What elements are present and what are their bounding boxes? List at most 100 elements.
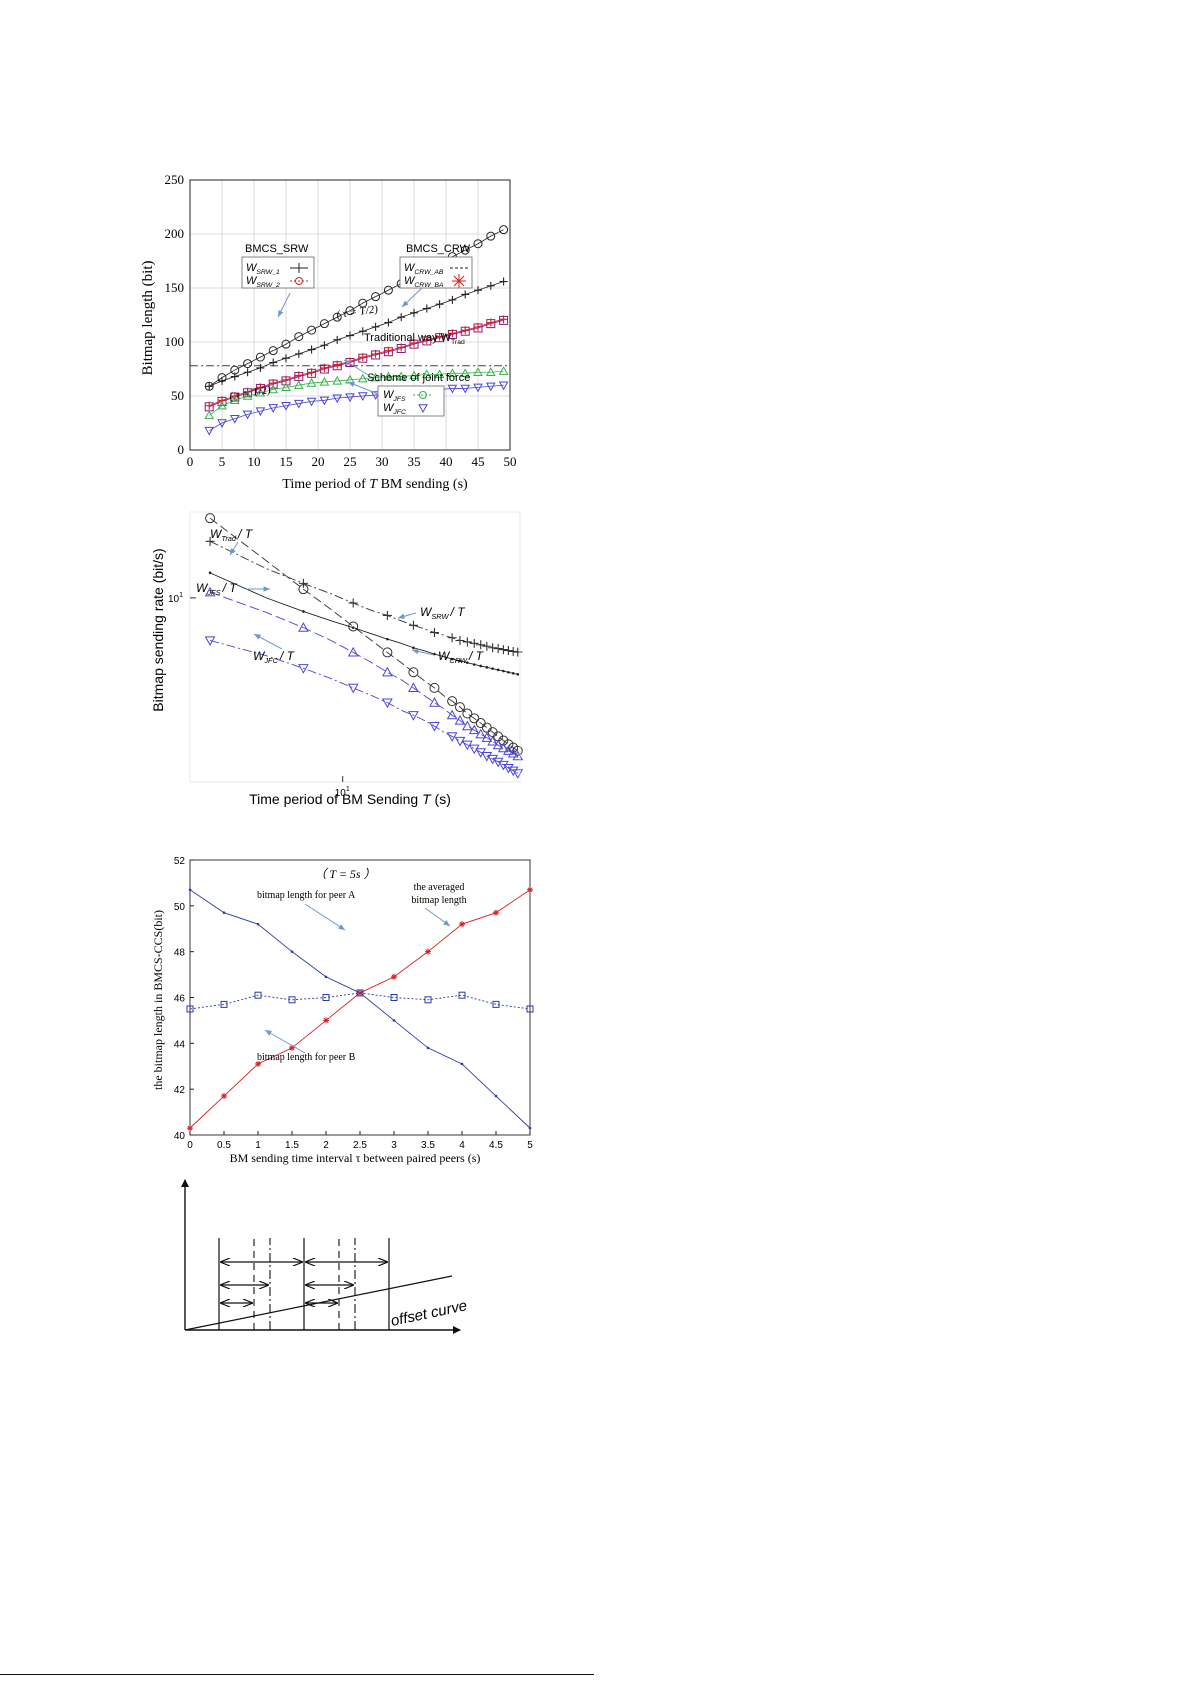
legend-item-srw-2: WSRW_2 xyxy=(246,275,280,289)
x-tick-label: 30 xyxy=(376,454,389,469)
data-point xyxy=(508,646,518,656)
data-point xyxy=(382,647,393,658)
arrow-peer-a-head xyxy=(338,924,345,930)
data-point xyxy=(383,371,394,381)
y-tick-label: 50 xyxy=(171,388,184,403)
data-point xyxy=(469,638,479,648)
data-point xyxy=(513,647,523,657)
data-point xyxy=(460,384,471,394)
data-point xyxy=(306,397,317,407)
x-tick-label: 15 xyxy=(280,454,293,469)
data-point xyxy=(527,886,533,893)
data-point xyxy=(468,724,480,735)
legend-title-srw: BMCS_SRW xyxy=(245,243,309,255)
data-point xyxy=(346,331,354,340)
data-point xyxy=(204,426,215,436)
data-point xyxy=(426,1046,430,1050)
data-point xyxy=(255,407,266,417)
data-point xyxy=(447,633,457,643)
offset-timing-diagram: offset curve xyxy=(181,1179,469,1334)
data-point xyxy=(243,368,252,377)
data-point xyxy=(488,643,498,653)
data-point xyxy=(493,644,503,654)
y-tick-label: 101 xyxy=(168,592,183,605)
data-point xyxy=(288,996,296,1004)
data-point xyxy=(458,659,462,663)
label-srw: WSRW / T xyxy=(420,605,466,621)
x-tick-label: 45 xyxy=(472,454,485,469)
label-jfc: WJFC / T xyxy=(253,649,296,665)
data-point xyxy=(485,367,496,376)
legend-item-crw-ba: WCRW_BA xyxy=(404,275,444,289)
data-point xyxy=(408,667,419,678)
data-point xyxy=(294,349,303,358)
legend-item-jfc: WJFC xyxy=(383,402,406,416)
data-point xyxy=(466,661,469,664)
data-point xyxy=(204,636,216,647)
data-point xyxy=(493,909,499,916)
data-point xyxy=(348,598,358,608)
data-point xyxy=(528,1126,532,1130)
data-point xyxy=(446,732,458,742)
data-point xyxy=(357,392,368,402)
data-point xyxy=(281,339,291,349)
data-point xyxy=(409,370,419,380)
data-point xyxy=(397,313,406,322)
data-point xyxy=(319,396,330,406)
data-point xyxy=(498,381,509,391)
data-point xyxy=(217,373,227,383)
data-point xyxy=(475,728,487,739)
data-point xyxy=(492,1000,500,1008)
data-point xyxy=(332,375,343,385)
annotation-peer-b: bitmap length for peer B xyxy=(257,1052,356,1063)
data-point xyxy=(418,404,428,414)
data-point xyxy=(222,911,226,915)
data-point xyxy=(512,745,523,756)
series-w_srw_2 xyxy=(208,229,504,387)
x-axis-label: BM sending time interval τ between paire… xyxy=(230,1151,481,1165)
data-point xyxy=(462,637,472,647)
data-point xyxy=(298,578,308,588)
data-point xyxy=(472,663,476,666)
data-point xyxy=(357,373,368,383)
data-point xyxy=(410,339,418,348)
data-point xyxy=(434,369,445,379)
data-point xyxy=(256,922,260,926)
data-point xyxy=(512,769,524,779)
data-point xyxy=(384,318,393,327)
x-tick-label: 3.5 xyxy=(421,1140,435,1151)
data-point xyxy=(481,732,493,742)
bitmap-length-chart: 0 5 10 15 20 25 30 35 40 45 50 0 50 100 150 200 250 BMCS… xyxy=(140,172,517,492)
series-w_srw_1 xyxy=(209,281,504,387)
data-point xyxy=(333,360,342,369)
data-point xyxy=(448,329,457,338)
data-point xyxy=(479,664,483,668)
data-point xyxy=(485,382,496,392)
series-2 xyxy=(189,992,531,1010)
legend-swatch xyxy=(290,263,308,273)
data-point xyxy=(322,994,330,1001)
annotation-avg-2: bitmap length xyxy=(411,895,466,906)
legend-swatch xyxy=(295,277,303,285)
x-tick-label: 25 xyxy=(344,454,357,469)
data-point xyxy=(307,325,317,335)
data-point xyxy=(298,622,309,632)
data-point xyxy=(425,948,431,955)
data-point xyxy=(469,713,480,724)
x-tick-label: 0.5 xyxy=(217,1140,231,1151)
data-point xyxy=(391,973,397,980)
data-point xyxy=(256,383,265,392)
data-point xyxy=(386,637,389,641)
data-point xyxy=(494,1094,498,1098)
data-point xyxy=(462,708,473,719)
data-point xyxy=(255,1060,261,1067)
x-axis-label: Time period of BM Sending T (s) xyxy=(249,791,451,807)
arrow-srw-head xyxy=(398,613,405,619)
data-point xyxy=(487,735,498,746)
arrow-joint-head xyxy=(344,360,351,366)
data-point xyxy=(370,372,381,382)
plot-frame xyxy=(189,179,511,451)
data-point xyxy=(345,393,355,403)
y-tick-label: 40 xyxy=(174,1131,186,1142)
